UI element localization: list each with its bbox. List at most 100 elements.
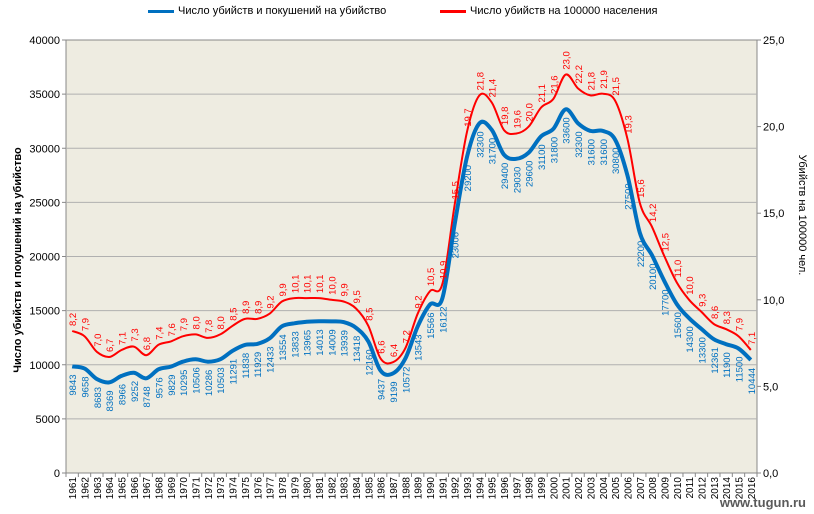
data-label-rate: 10,1 [290,275,301,294]
x-tick-label: 1978 [278,477,289,500]
y-tick-label-left: 15000 [29,306,60,318]
x-tick-label: 2009 [660,477,671,500]
data-label-rate: 8,2 [68,313,79,326]
legend-item-series1: Число убийств и покушений на убийство [148,5,386,17]
data-label-rate: 6,8 [142,337,153,350]
x-tick-label: 1995 [488,477,499,500]
data-label-count: 33600 [562,117,573,143]
data-label-count: 30800 [611,148,622,174]
legend-swatch-red [440,9,466,13]
y-tick-label-left: 25000 [29,197,60,209]
data-label-count: 22200 [636,241,647,267]
data-label-rate: 21,8 [586,72,597,91]
data-label-rate: 21,4 [488,79,499,97]
x-tick-label: 1977 [266,477,277,500]
data-label-count: 11900 [722,352,733,378]
data-label-count: 31100 [537,144,548,170]
data-label-rate: 9,9 [340,283,351,296]
data-label-count: 14013 [315,329,326,355]
y-tick-label-right: 10,0 [763,295,784,307]
x-tick-label: 1962 [81,477,92,500]
data-label-count: 31600 [599,139,610,165]
data-label-count: 9658 [81,376,92,397]
x-tick-label: 1986 [377,477,388,500]
data-label-count: 10286 [204,370,215,396]
data-label-rate: 21,8 [475,72,486,91]
x-tick-label: 1963 [93,477,104,500]
data-label-count: 32300 [475,131,486,157]
y-tick-label-left: 0 [54,468,60,480]
x-tick-label: 1993 [463,477,474,500]
data-label-rate: 22,2 [574,65,585,84]
data-label-rate: 8,0 [216,316,227,329]
x-tick-label: 1976 [253,477,264,500]
data-label-count: 9252 [130,381,141,402]
data-label-count: 29030 [512,167,523,193]
data-label-count: 13939 [340,330,351,356]
data-label-rate: 7,6 [167,323,178,336]
data-label-count: 23006 [451,232,462,258]
y-tick-label-left: 5000 [36,414,60,426]
data-label-count: 29400 [500,163,511,189]
data-label-rate: 21,9 [599,70,610,89]
x-tick-label: 1967 [142,477,153,500]
data-label-count: 15600 [673,312,684,338]
data-label-count: 14009 [327,329,338,355]
y-tick-label-left: 30000 [29,143,60,155]
legend-swatch-blue [148,9,174,13]
x-tick-label: 1987 [389,477,400,500]
x-tick-label: 1979 [290,477,301,500]
legend: Число убийств и покушений на убийство Чи… [0,5,814,23]
x-tick-label: 1965 [118,477,129,500]
x-tick-label: 2011 [685,477,696,499]
data-label-rate: 9,5 [352,290,363,303]
x-tick-label: 1972 [204,477,215,500]
x-tick-label: 2005 [611,477,622,500]
data-label-count: 9437 [377,379,388,400]
series-line-rate [71,73,752,365]
x-tick-label: 1992 [451,477,462,500]
y-tick-label-right: 5,0 [763,381,778,393]
x-tick-label: 1983 [340,477,351,500]
data-label-rate: 7,9 [179,318,190,331]
data-label-rate: 9,2 [266,295,277,308]
x-tick-label: 1998 [525,477,536,500]
y-axis-right-title: Убийств на 100000 чел. [796,154,808,276]
data-label-rate: 6,6 [377,340,388,353]
data-label-rate: 10,0 [327,276,338,295]
data-label-count: 11929 [253,352,264,378]
data-label-rate: 12,5 [660,233,671,252]
data-label-count: 16122 [438,306,449,332]
data-label-count: 10444 [747,368,758,394]
y-tick-label-left: 40000 [29,35,60,47]
data-label-count: 9829 [167,375,178,396]
data-label-count: 14300 [685,326,696,352]
x-tick-label: 1991 [438,477,449,500]
x-tick-label: 2001 [562,477,573,500]
data-label-rate: 8,5 [364,308,375,321]
x-tick-label: 2003 [586,477,597,500]
data-label-count: 20100 [648,263,659,289]
data-label-count: 12433 [266,346,277,372]
data-label-rate: 21,1 [537,84,548,103]
data-label-count: 10572 [401,367,412,393]
x-tick-label: 1984 [352,477,363,500]
y-axis-left-title: Число убийств и покушений на убийство [12,147,24,373]
data-label-rate: 19,7 [463,108,474,127]
x-tick-label: 1970 [179,477,190,500]
legend-item-series2: Число убийств на 100000 населения [440,5,658,17]
data-label-count: 13300 [697,337,708,363]
x-tick-label: 2014 [722,477,733,500]
y-tick-label-right: 0,0 [763,468,778,480]
data-label-count: 11291 [229,359,240,385]
data-label-rate: 19,3 [623,115,634,134]
data-label-rate: 7,1 [118,332,129,345]
x-tick-label: 2000 [549,477,560,500]
data-label-rate: 10,0 [685,276,696,295]
data-label-rate: 7,0 [93,334,104,347]
data-label-rate: 21,6 [549,75,560,94]
data-label-rate: 8,9 [253,301,264,314]
data-label-count: 9199 [389,381,400,402]
data-label-count: 11838 [241,353,252,379]
